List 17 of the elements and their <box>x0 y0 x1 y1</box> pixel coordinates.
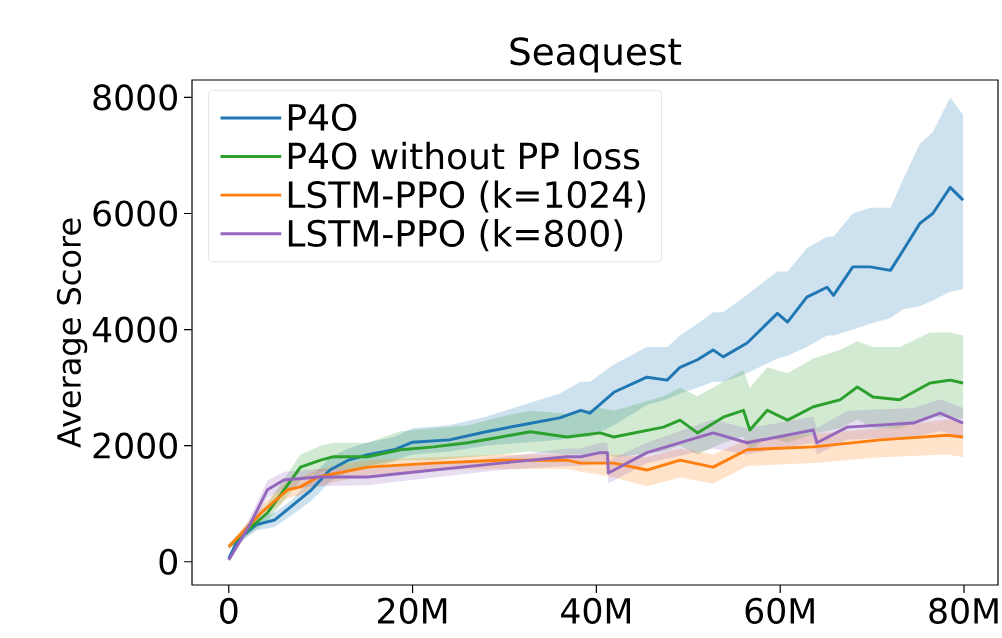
legend-label: P4O <box>288 103 357 131</box>
y-tick-label: 6000 <box>93 200 177 227</box>
x-tick-label: 60M <box>745 597 814 624</box>
x-tick-label: 40M <box>561 597 631 624</box>
legend-label: P4O without PP loss <box>288 141 640 170</box>
y-tick-label: 2000 <box>93 432 177 459</box>
line-series <box>227 378 965 549</box>
y-tick-label: 0 <box>159 548 177 575</box>
x-tick-label: 20M <box>378 597 447 624</box>
y-tick-label: 4000 <box>92 316 177 343</box>
legend-label: LSTM-PPO (k=1024) <box>288 180 646 213</box>
y-tick-label: 8000 <box>93 84 177 111</box>
x-tick-label: 80M <box>929 597 998 624</box>
chart-title: Seaquest <box>510 37 682 73</box>
x-tick-label: 0 <box>220 597 238 624</box>
legend-label: LSTM-PPO (k=800) <box>288 219 623 252</box>
y-axis-title: Average Score <box>56 218 88 448</box>
